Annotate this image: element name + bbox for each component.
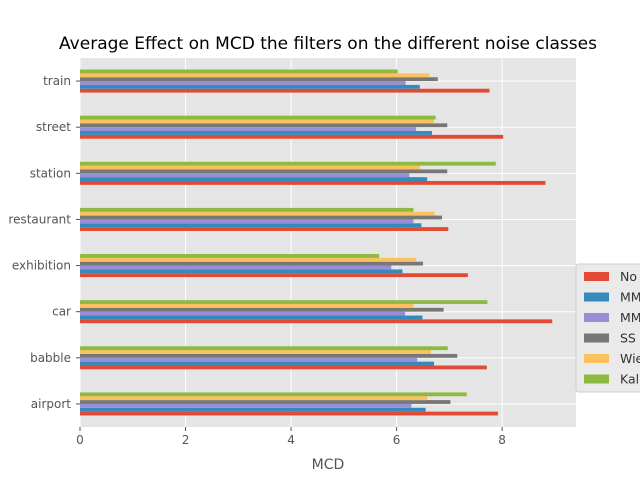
x-tick-label: 2 <box>182 433 190 447</box>
bar <box>80 73 430 78</box>
y-tick-label: train <box>43 74 71 88</box>
bar <box>80 88 490 93</box>
bar <box>80 173 410 178</box>
bar <box>80 131 432 135</box>
bar <box>80 400 451 404</box>
bar <box>80 315 423 320</box>
y-tick-label: exhibition <box>12 259 71 273</box>
bar <box>80 396 428 401</box>
x-tick-label: 4 <box>287 433 295 447</box>
legend: No MM MM SS Wie Kal <box>575 263 640 393</box>
bar <box>80 69 398 74</box>
legend-label: Kal <box>620 372 639 387</box>
bar <box>80 273 468 278</box>
bar <box>80 254 380 258</box>
legend-swatch <box>584 313 609 322</box>
bar <box>80 77 438 82</box>
bar <box>80 257 417 262</box>
legend-swatch <box>584 272 609 281</box>
bar <box>80 181 546 185</box>
bar <box>80 119 435 124</box>
bar <box>80 304 414 308</box>
bar <box>80 227 449 231</box>
bar <box>80 311 406 316</box>
y-tick-label: babble <box>30 351 71 365</box>
x-tick-label: 6 <box>393 433 401 447</box>
legend-swatch <box>584 354 609 363</box>
bar <box>80 353 458 358</box>
y-tick-label: street <box>36 120 71 134</box>
legend-label: MM <box>620 310 640 325</box>
bar <box>80 261 423 266</box>
bar <box>80 169 448 174</box>
chart-title: Average Effect on MCD the filters on the… <box>59 34 597 54</box>
bar <box>80 84 420 89</box>
legend-label: SS <box>620 331 636 346</box>
bar <box>80 269 403 274</box>
bar <box>80 346 448 351</box>
bar <box>80 207 414 212</box>
legend-label: MM <box>620 290 640 305</box>
bar <box>80 161 496 166</box>
y-tick-label: airport <box>31 397 72 411</box>
bar <box>80 211 435 216</box>
legend-swatch <box>584 374 609 384</box>
bar <box>80 403 412 408</box>
bar <box>80 365 487 370</box>
bar <box>80 350 431 354</box>
bar <box>80 165 420 170</box>
x-tick-label: 0 <box>76 433 84 447</box>
bar <box>80 215 442 220</box>
legend-swatch <box>584 292 609 302</box>
y-tick-labels: airport babble car exhibition restaurant stat… <box>8 74 80 411</box>
bar <box>80 307 444 312</box>
x-tick-labels: 0 2 4 6 8 <box>76 427 506 447</box>
bar <box>80 219 414 224</box>
bar <box>80 223 422 228</box>
x-tick-label: 8 <box>498 433 506 447</box>
bar <box>80 392 467 397</box>
y-tick-label: car <box>52 305 71 319</box>
plot-background <box>80 58 576 427</box>
legend-label: Wie <box>620 351 640 366</box>
bar <box>80 319 553 324</box>
bars <box>80 69 553 416</box>
bar <box>80 123 448 128</box>
bar <box>80 127 417 132</box>
bar <box>80 361 435 366</box>
x-axis-label: MCD <box>312 457 345 473</box>
bar <box>80 300 488 304</box>
bar <box>80 81 406 85</box>
bar <box>80 115 436 120</box>
bar <box>80 411 498 416</box>
bar <box>80 357 418 362</box>
bar <box>80 407 426 412</box>
bar <box>80 265 392 270</box>
bar <box>80 177 428 181</box>
legend-swatch <box>584 333 609 343</box>
bar <box>80 134 504 139</box>
y-tick-label: restaurant <box>8 212 71 226</box>
y-tick-label: station <box>30 166 71 180</box>
legend-label: No <box>620 269 637 284</box>
